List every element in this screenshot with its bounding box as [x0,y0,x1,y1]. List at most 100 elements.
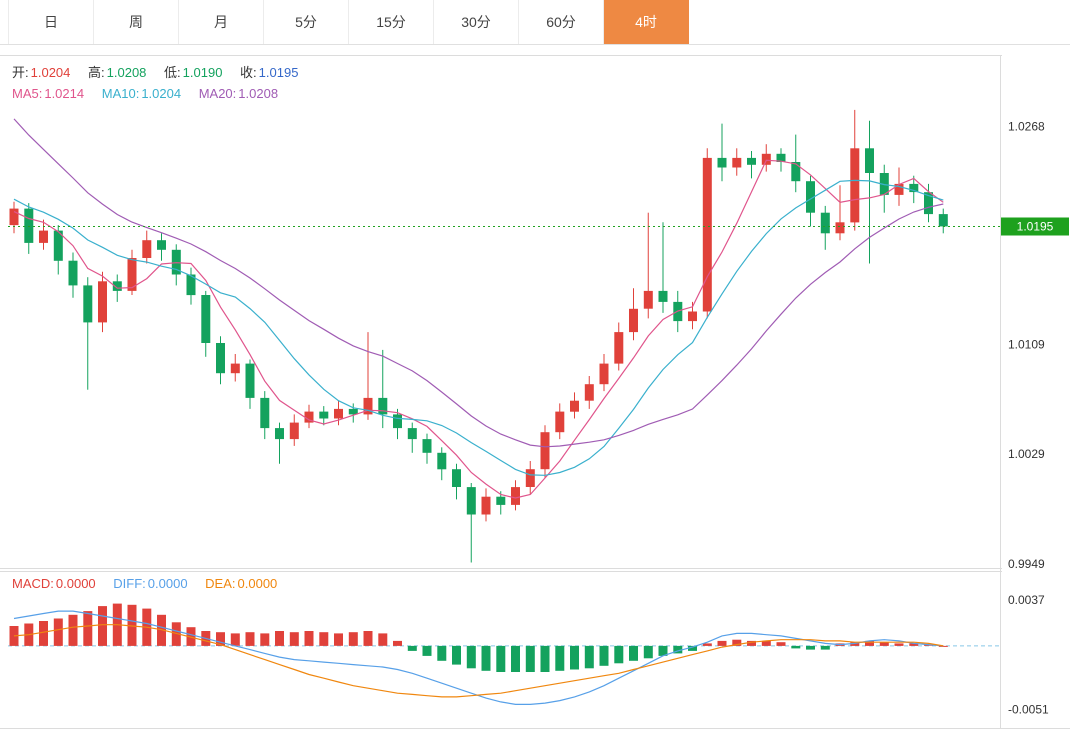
candle-body[interactable] [717,157,727,168]
macd-hist-bar [378,633,388,646]
candle-body[interactable] [407,428,417,440]
candle-body[interactable] [732,157,742,168]
candle-body[interactable] [894,183,904,195]
current-price-badge: 1.0195 [1001,217,1069,236]
macd-hist-bar [806,645,815,650]
candle-body[interactable] [378,397,388,415]
tab-day[interactable]: 日 [8,0,94,44]
candle-body[interactable] [275,428,284,440]
price-tick-label: 1.0268 [1008,119,1045,133]
candle-body[interactable] [909,183,919,193]
candle-body[interactable] [260,397,270,429]
candle-body[interactable] [98,281,107,323]
candle-body[interactable] [540,432,550,470]
close-legend: 收: 1.0195 [240,65,298,80]
macd-hist-bar [614,645,624,664]
candle-body[interactable] [747,157,756,165]
candle-body[interactable] [481,496,491,515]
candle-body[interactable] [452,469,461,487]
diff-value: 0.0000 [147,576,188,591]
tab-week[interactable]: 周 [94,0,179,44]
ma5-label: MA5: [12,86,43,101]
candle-body[interactable] [879,173,889,195]
candle-body[interactable] [938,214,948,227]
candle-body[interactable] [393,414,402,429]
candle-body[interactable] [776,153,786,162]
candle-body[interactable] [437,452,447,470]
tab-m15[interactable]: 15分 [349,0,434,44]
macd-hist-bar [938,645,948,647]
macd-hist-bar [599,645,609,666]
candle-body[interactable] [835,222,845,234]
candle-body[interactable] [304,411,314,423]
tab-m30[interactable]: 30分 [434,0,519,44]
candle-body[interactable] [53,230,63,261]
candle-body[interactable] [761,153,771,165]
macd-hist-bar [717,640,727,646]
candle-body[interactable] [9,208,19,226]
candle-body[interactable] [658,290,668,302]
ohlc-legend: 开: 1.0204 高: 1.0208 低: 1.0190 收: 1.0195 [12,62,312,81]
candle-body[interactable] [24,208,34,243]
candle-body[interactable] [850,148,860,223]
candle-body[interactable] [614,332,624,364]
panel-borders [0,55,1070,729]
candle-body[interactable] [245,363,255,398]
diff-legend: DIFF: 0.0000 [113,576,187,591]
candle-body[interactable] [820,212,830,234]
candle-body[interactable] [865,148,874,173]
candle-body[interactable] [216,343,225,374]
candle-body[interactable] [496,496,506,505]
macd-hist-bar [171,622,181,646]
macd-hist-bar [186,627,196,646]
candle-body[interactable] [599,363,609,385]
candles-layer[interactable] [9,109,948,563]
candle-body[interactable] [422,439,432,453]
candle-body[interactable] [629,308,638,333]
macd-hist-bar [68,614,78,646]
candle-body[interactable] [555,411,565,433]
candle-body[interactable] [334,408,343,419]
tab-m5[interactable]: 5分 [264,0,349,44]
candle-body[interactable] [688,311,697,322]
ma5-line [13,159,944,499]
candle-body[interactable] [68,260,78,286]
macd-hist-bar [865,640,874,646]
candle-body[interactable] [112,281,122,291]
candle-body[interactable] [127,258,137,291]
macd-hist-bar [673,645,683,654]
candle-body[interactable] [39,230,48,243]
macd-hist-bar [127,604,137,646]
candle-body[interactable] [466,487,476,515]
candle-body[interactable] [83,285,93,323]
candle-body[interactable] [289,422,299,440]
open-value: 1.0204 [30,65,71,80]
macd-layer[interactable] [8,603,1000,706]
candle-body[interactable] [525,469,535,487]
candle-body[interactable] [570,400,579,412]
tab-m60[interactable]: 60分 [519,0,604,44]
candle-body[interactable] [201,295,211,343]
tab-month[interactable]: 月 [179,0,264,44]
candle-body[interactable] [643,290,653,309]
ma20-label: MA20: [198,86,237,101]
candle-body[interactable] [157,240,166,250]
candle-body[interactable] [584,384,594,401]
candle-body[interactable] [186,274,196,296]
tab-h4[interactable]: 4时 [604,0,689,44]
macd-hist-bar [348,632,358,646]
macd-hist-bar [747,640,756,646]
candle-body[interactable] [142,240,152,258]
candle-body[interactable] [230,363,240,374]
ma-legend: MA5: 1.0214 MA10: 1.0204 MA20: 1.0208 [12,86,292,101]
candle-body[interactable] [702,157,712,312]
candle-body[interactable] [791,162,801,182]
candle-body[interactable] [924,192,933,215]
candle-body[interactable] [806,181,815,213]
candle-body[interactable] [348,408,358,415]
candle-body[interactable] [511,487,520,505]
macd-hist-bar [658,645,668,656]
candle-body[interactable] [319,411,329,419]
candle-body[interactable] [363,397,373,415]
